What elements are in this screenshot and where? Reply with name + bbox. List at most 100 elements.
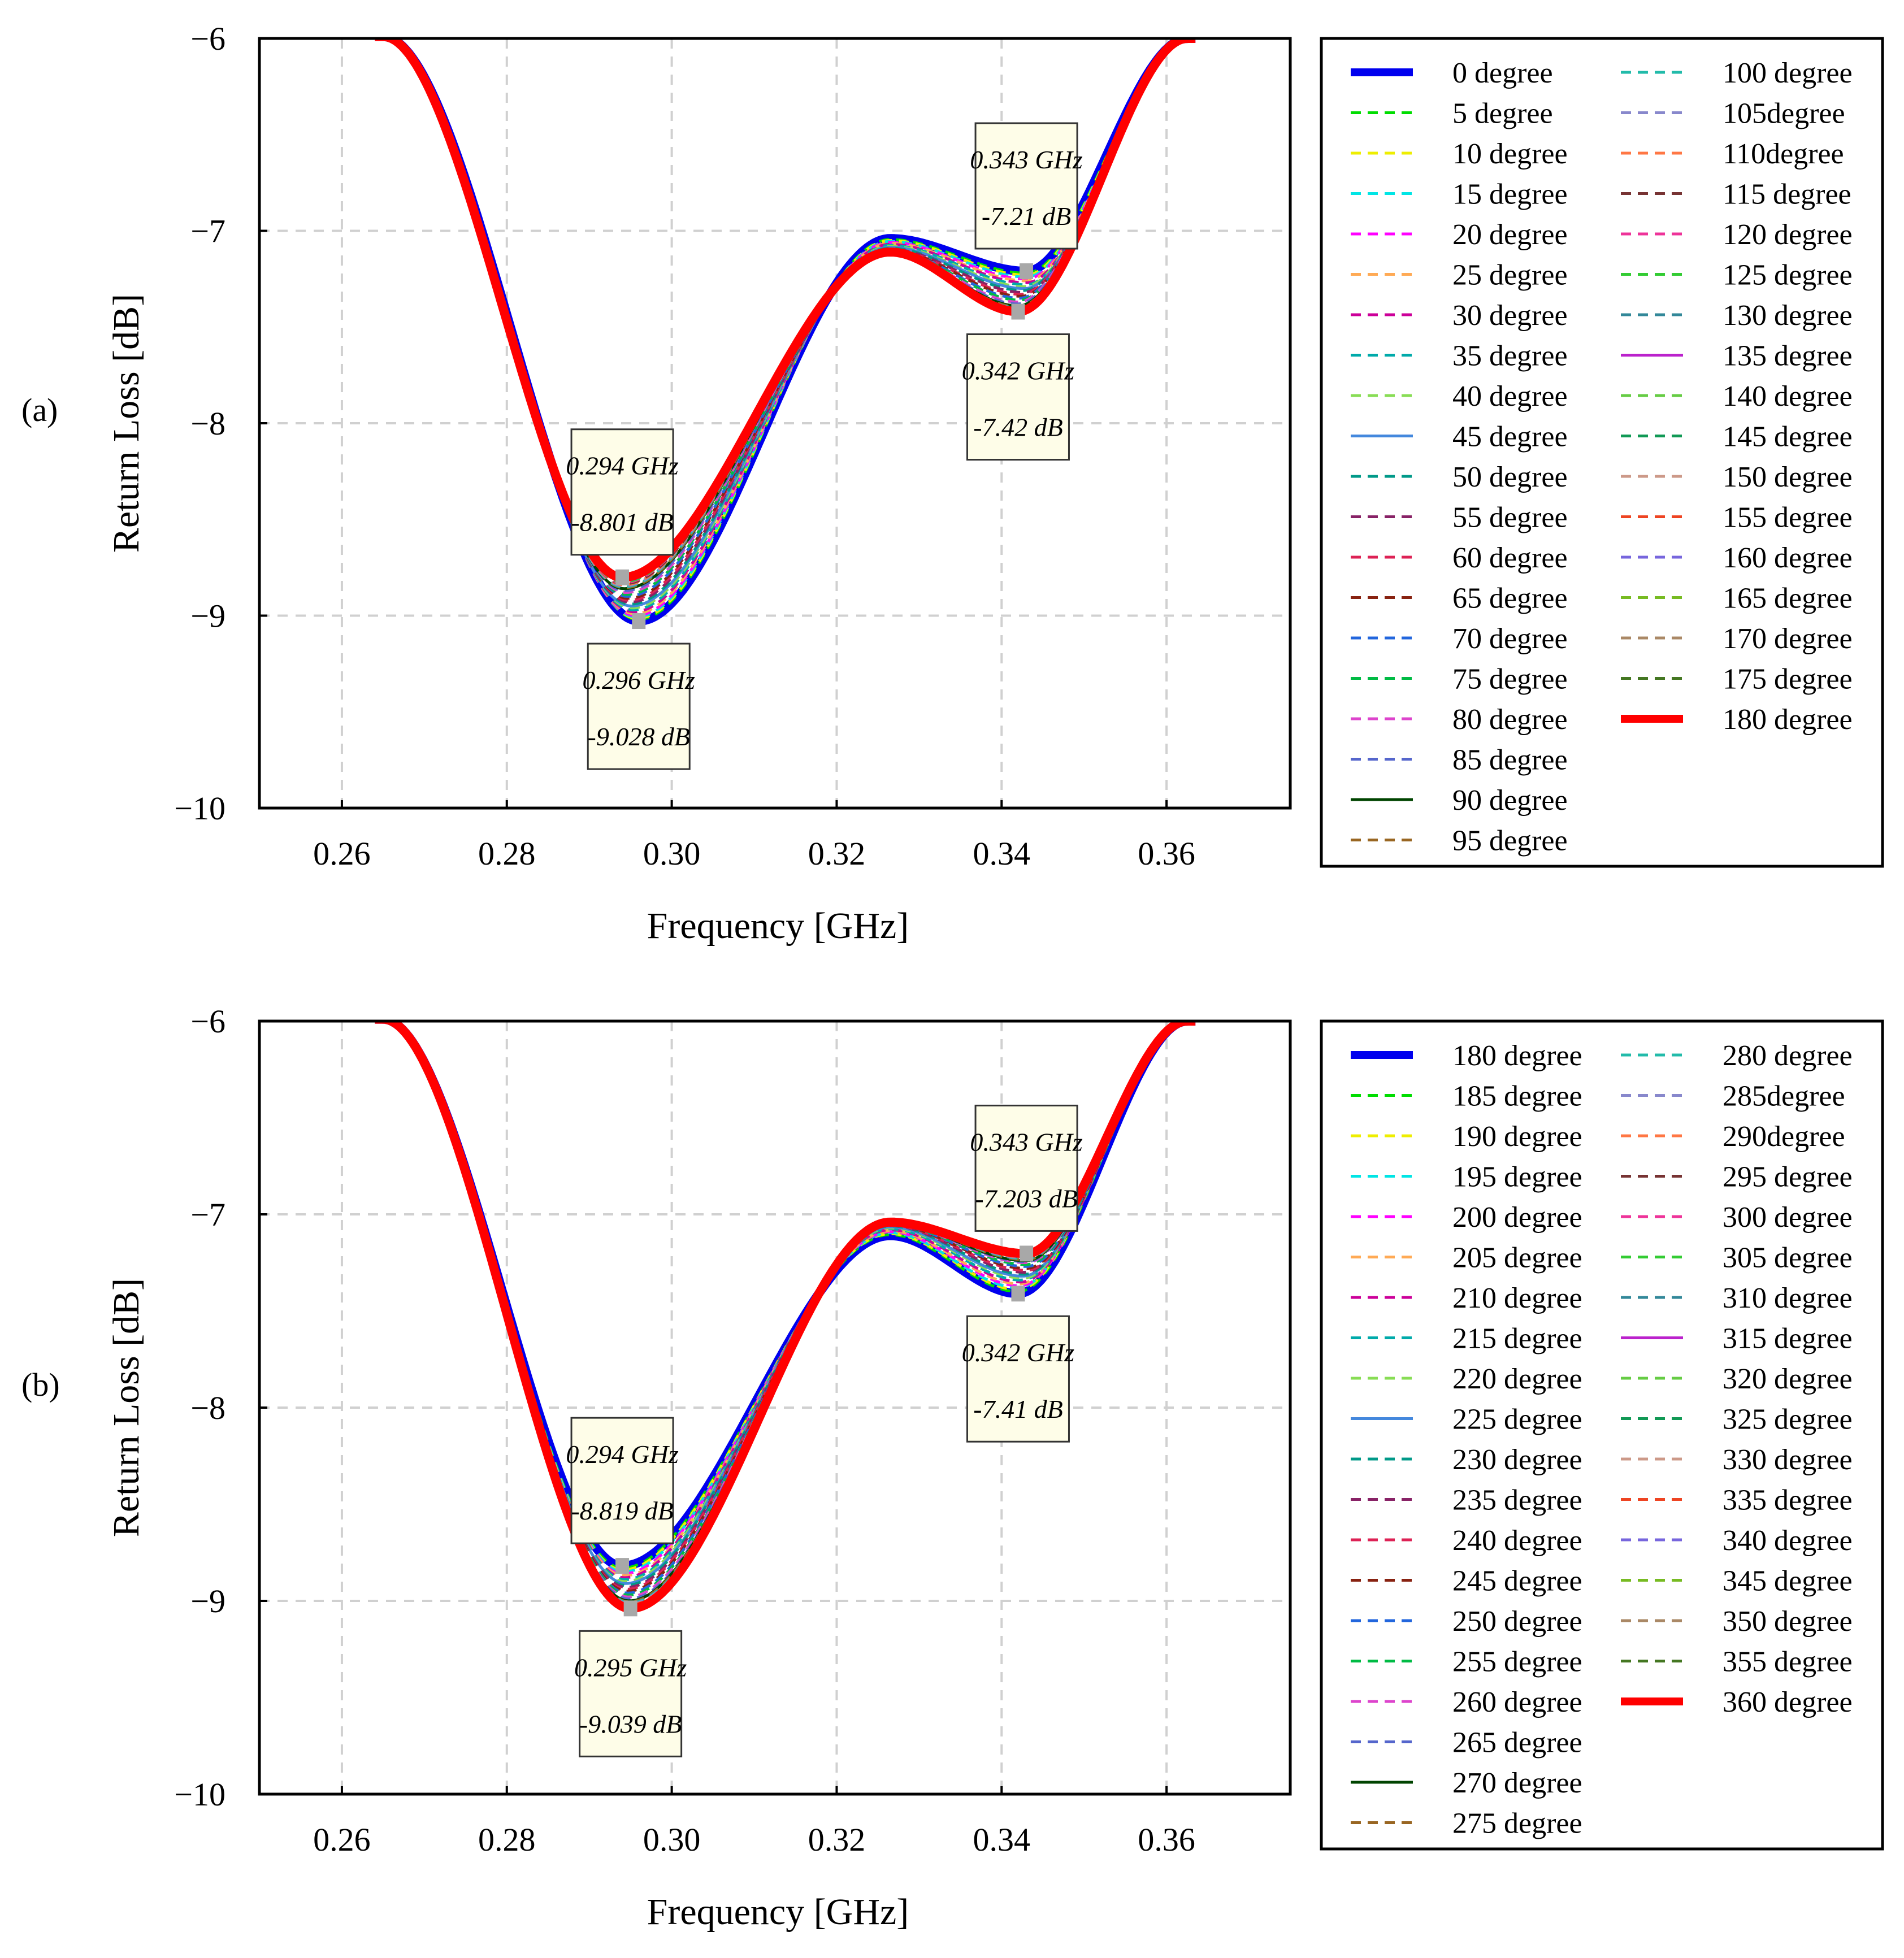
annotation-text: 0.342 GHz <box>962 1338 1074 1367</box>
legend-label: 310 degree <box>1723 1282 1853 1314</box>
annotation-text: -8.819 dB <box>571 1496 673 1525</box>
legend-label: 215 degree <box>1452 1323 1582 1355</box>
annotation-text: -7.42 dB <box>973 413 1062 442</box>
series-line <box>387 38 1196 589</box>
annotation-text: 0.343 GHz <box>970 1127 1082 1156</box>
annotation-text: 0.294 GHz <box>566 1440 678 1469</box>
series-line <box>387 38 1196 582</box>
x-tick-label: 0.30 <box>643 1821 701 1858</box>
legend-label: 5 degree <box>1452 98 1553 130</box>
legend-label: 220 degree <box>1452 1363 1582 1395</box>
legend-label: 250 degree <box>1452 1605 1582 1638</box>
x-tick-label: 0.28 <box>478 1821 536 1858</box>
annotation-box <box>974 1104 1078 1232</box>
series-line <box>387 38 1196 602</box>
annotation-text: 0.296 GHz <box>583 666 695 694</box>
annotation-box <box>966 1315 1070 1443</box>
series-line <box>387 38 1196 588</box>
series-line <box>374 38 1197 582</box>
legend-label: 235 degree <box>1452 1484 1582 1517</box>
legend-label: 145 degree <box>1723 421 1853 453</box>
legend-label: 280 degree <box>1723 1040 1853 1072</box>
legend-label: 180 degree <box>1723 704 1853 736</box>
series-group <box>374 38 1197 626</box>
x-tick-label: 0.32 <box>808 835 866 872</box>
legend-label: 155 degree <box>1723 502 1853 534</box>
legend-label: 335 degree <box>1723 1484 1853 1517</box>
legend-label: 285degree <box>1723 1080 1845 1113</box>
annotation-text: -9.028 dB <box>588 722 690 751</box>
legend-label: 240 degree <box>1452 1525 1582 1557</box>
legend-label: 55 degree <box>1452 502 1568 534</box>
y-tick-label: −9 <box>190 1583 225 1620</box>
legend-label: 110degree <box>1723 138 1844 170</box>
annotation-box <box>570 428 674 556</box>
panel-label: (a) <box>21 392 58 428</box>
legend-label: 165 degree <box>1723 583 1853 615</box>
y-tick-label: −8 <box>190 405 225 442</box>
data-marker <box>615 1558 630 1574</box>
annotation-box <box>587 642 691 770</box>
legend: 180 degree 185 degree 190 degree 195 degree… <box>1320 1019 1884 1851</box>
data-marker <box>615 569 630 585</box>
data-marker <box>1011 1286 1025 1302</box>
legend: 0 degree 5 degree 10 degree 15 degree 20 deg… <box>1320 37 1884 868</box>
series-line <box>387 38 1196 585</box>
series-line <box>387 38 1196 588</box>
series-line <box>387 38 1196 584</box>
legend-label: 65 degree <box>1452 583 1568 615</box>
legend-label: 205 degree <box>1452 1242 1582 1274</box>
legend-label: 190 degree <box>1452 1121 1582 1153</box>
legend-label: 95 degree <box>1452 825 1568 857</box>
legend-label: 225 degree <box>1452 1404 1582 1436</box>
x-tick-label: 0.32 <box>808 1821 866 1858</box>
x-tick-label: 0.36 <box>1138 835 1195 872</box>
legend-label: 355 degree <box>1723 1646 1853 1678</box>
series-line <box>387 38 1196 580</box>
series-line <box>387 38 1196 583</box>
series-line <box>387 38 1196 581</box>
legend-label: 140 degree <box>1723 380 1853 413</box>
series-line <box>387 38 1196 600</box>
legend-label: 180 degree <box>1452 1040 1582 1072</box>
x-axis-title: Frequency [GHz] <box>647 1891 909 1933</box>
y-axis-title: Return Loss [dB] <box>106 1278 147 1537</box>
series-line <box>387 38 1196 598</box>
legend-label: 360 degree <box>1723 1686 1853 1718</box>
legend-label: 275 degree <box>1452 1808 1582 1840</box>
legend-label: 100 degree <box>1723 57 1853 89</box>
series-line <box>387 38 1196 580</box>
annotation-text: 0.343 GHz <box>970 145 1082 174</box>
legend-label: 245 degree <box>1452 1565 1582 1597</box>
series-line <box>387 38 1196 582</box>
series-line <box>387 38 1196 604</box>
legend-frame <box>1320 1019 1884 1851</box>
legend-label: 340 degree <box>1723 1525 1853 1557</box>
y-tick-label: −7 <box>190 1196 225 1233</box>
annotation-text: -8.801 dB <box>571 508 673 537</box>
legend-label: 260 degree <box>1452 1686 1582 1718</box>
legend-label: 85 degree <box>1452 744 1568 776</box>
legend-label: 195 degree <box>1452 1161 1582 1193</box>
legend-label: 150 degree <box>1723 461 1853 493</box>
annotation-box <box>570 1417 674 1544</box>
legend-label: 75 degree <box>1452 663 1568 696</box>
x-tick-label: 0.36 <box>1138 1821 1195 1858</box>
legend-label: 320 degree <box>1723 1363 1853 1395</box>
legend-label: 0 degree <box>1452 57 1553 89</box>
series-line <box>387 1021 1196 1587</box>
legend-frame <box>1320 37 1884 868</box>
legend-label: 305 degree <box>1723 1242 1853 1274</box>
series-line <box>387 1021 1196 1591</box>
data-marker <box>1020 1245 1034 1262</box>
series-line <box>387 38 1196 591</box>
legend-label: 105degree <box>1723 98 1845 130</box>
legend-label: 350 degree <box>1723 1605 1853 1638</box>
legend-label: 345 degree <box>1723 1565 1853 1597</box>
data-marker <box>632 613 646 629</box>
legend-label: 50 degree <box>1452 461 1568 493</box>
y-tick-label: −8 <box>190 1390 225 1426</box>
y-tick-label: −9 <box>190 598 225 635</box>
data-marker <box>623 1600 637 1617</box>
series-line <box>387 38 1196 581</box>
